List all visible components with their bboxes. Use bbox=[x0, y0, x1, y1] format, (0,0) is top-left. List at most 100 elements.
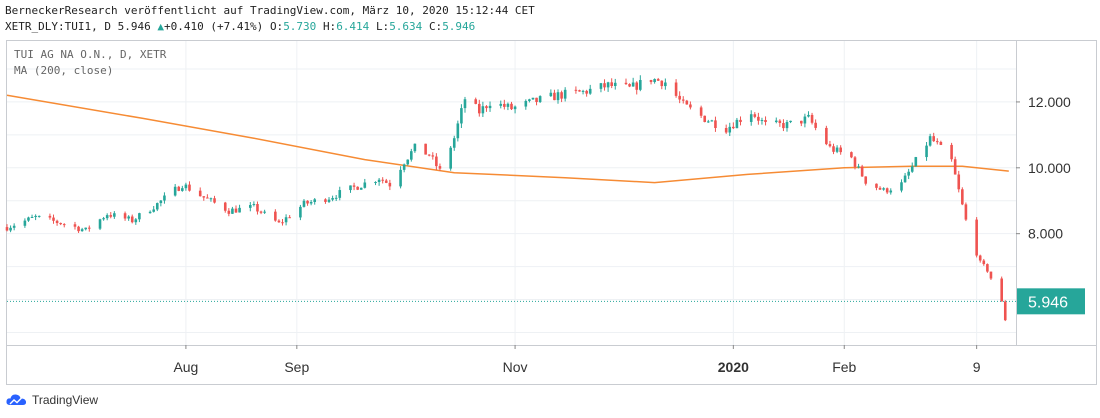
candle-body bbox=[256, 204, 259, 212]
candle-body bbox=[878, 187, 882, 190]
candle-body bbox=[352, 185, 356, 187]
candle-body bbox=[334, 197, 338, 199]
candle-body bbox=[1000, 278, 1003, 302]
candle-body bbox=[885, 188, 889, 193]
candle-body bbox=[513, 106, 517, 110]
candle-body bbox=[313, 199, 317, 202]
candle-body bbox=[452, 138, 456, 148]
candle-body bbox=[284, 217, 288, 223]
candle-body bbox=[27, 217, 30, 221]
candle-body bbox=[338, 190, 342, 198]
x-tick-label: Nov bbox=[503, 359, 528, 375]
cloud-icon bbox=[6, 394, 27, 405]
candle-body bbox=[438, 166, 442, 169]
candle-body bbox=[381, 179, 384, 181]
candle-body bbox=[563, 89, 567, 99]
candle-body bbox=[653, 79, 656, 83]
candle-body bbox=[402, 164, 406, 170]
candle-body bbox=[860, 166, 864, 177]
chart-outer-frame bbox=[6, 40, 1097, 385]
candle-body bbox=[234, 208, 238, 213]
candle-body bbox=[710, 120, 714, 122]
candle-body bbox=[503, 103, 506, 107]
candle-body bbox=[882, 188, 885, 190]
candle-body bbox=[975, 219, 978, 256]
candle-body bbox=[553, 92, 556, 101]
candle-body bbox=[460, 108, 463, 124]
candle-body bbox=[324, 199, 327, 202]
candle-body bbox=[986, 264, 989, 272]
candle-body bbox=[9, 227, 12, 231]
candle-body bbox=[109, 215, 113, 217]
candle-body bbox=[749, 114, 753, 122]
candle-body bbox=[656, 79, 660, 81]
candle-body bbox=[288, 217, 291, 219]
candle-body bbox=[306, 200, 309, 204]
candle-body bbox=[660, 80, 664, 87]
candle-body bbox=[714, 120, 717, 128]
candle-body bbox=[456, 123, 460, 139]
legend-indicator: MA (200, close) bbox=[14, 64, 114, 77]
candle-body bbox=[664, 82, 667, 87]
candle-body bbox=[706, 121, 710, 123]
change-value: +0.410 (+7.41%) bbox=[163, 20, 264, 33]
candle-body bbox=[925, 145, 928, 158]
candle-body bbox=[964, 204, 968, 220]
last-price-label: 5.946 bbox=[1028, 294, 1068, 311]
candle-body bbox=[485, 106, 488, 109]
candle-body bbox=[105, 215, 109, 219]
candle-body bbox=[309, 201, 313, 204]
close-label: C: bbox=[428, 20, 443, 33]
candle-body bbox=[556, 92, 560, 101]
ma-200-line bbox=[6, 94, 1009, 184]
candle-body bbox=[581, 90, 585, 92]
candle-body bbox=[427, 154, 431, 156]
published-info: BerneckerResearch veröffentlicht auf Tra… bbox=[5, 4, 535, 17]
candle-body bbox=[685, 100, 689, 105]
candle-body bbox=[674, 82, 678, 96]
low-label: L: bbox=[375, 20, 390, 33]
candle-body bbox=[689, 104, 692, 108]
tradingview-logo[interactable]: TradingView bbox=[6, 393, 98, 407]
candle-body bbox=[832, 146, 835, 152]
candle-body bbox=[152, 209, 155, 212]
axes-layer: 12.000 10.000 8.000 Aug Sep Nov 2020 Feb 9 5.946 bbox=[7, 94, 1085, 375]
candle-body bbox=[327, 199, 331, 202]
candle-body bbox=[48, 215, 52, 218]
candle-body bbox=[907, 171, 910, 176]
candles-layer bbox=[5, 75, 1007, 322]
candle-body bbox=[753, 114, 757, 117]
x-tick-label: 2020 bbox=[718, 359, 749, 375]
candle-body bbox=[374, 182, 377, 184]
candle-body bbox=[957, 174, 961, 190]
candle-body bbox=[724, 127, 728, 133]
candle-body bbox=[227, 210, 231, 214]
candle-body bbox=[488, 105, 492, 109]
candle-body bbox=[184, 184, 188, 189]
low-value: 5.634 bbox=[389, 20, 423, 33]
candle-body bbox=[735, 119, 739, 129]
candle-body bbox=[173, 186, 177, 196]
brand-name: TradingView bbox=[32, 393, 99, 407]
candle-body bbox=[349, 185, 352, 191]
legend-instrument: TUI AG NA O.N., D, XETR bbox=[14, 48, 167, 61]
candle-body bbox=[299, 206, 302, 218]
candle-body bbox=[782, 123, 785, 129]
candle-body bbox=[274, 211, 277, 221]
candle-body bbox=[363, 182, 367, 188]
candle-body bbox=[12, 225, 16, 228]
symbol-interval: XETR_DLY:TUI1, D bbox=[5, 20, 111, 33]
candle-body bbox=[774, 120, 778, 123]
candle-body bbox=[113, 213, 116, 217]
candle-body bbox=[875, 183, 878, 188]
high-value: 6.414 bbox=[336, 20, 370, 33]
ma-layer bbox=[6, 94, 1009, 184]
candle-body bbox=[953, 159, 957, 175]
candle-body bbox=[574, 89, 578, 91]
candle-body bbox=[5, 227, 9, 231]
candle-body bbox=[506, 103, 510, 107]
candle-body bbox=[449, 147, 452, 169]
candle-body bbox=[560, 92, 563, 99]
candle-body bbox=[535, 97, 538, 103]
